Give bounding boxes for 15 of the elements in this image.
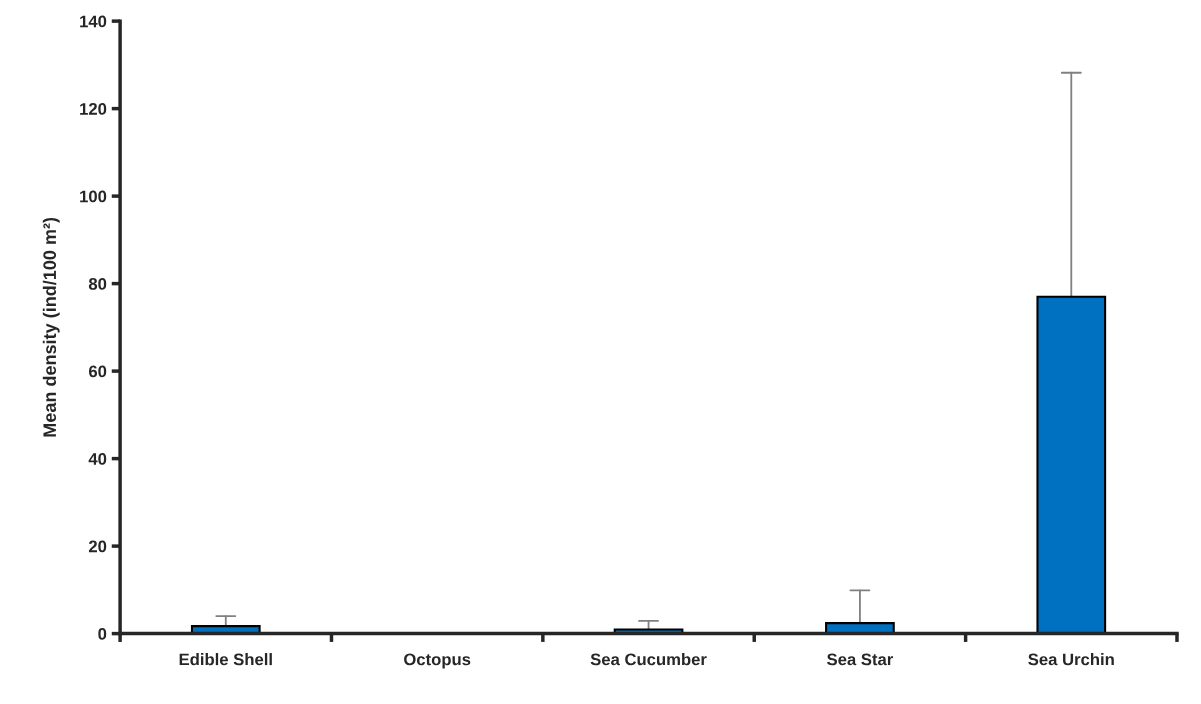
y-tick-label: 0: [98, 628, 107, 640]
y-tick-label: 40: [88, 453, 107, 465]
y-tick-label: 100: [80, 190, 107, 203]
x-tick-label: Edible Shell: [179, 653, 272, 666]
y-tick-label: 80: [88, 278, 107, 290]
y-tick-label: 20: [88, 540, 107, 553]
x-tick-label: Octopus: [404, 653, 471, 669]
y-tick-label: 60: [88, 365, 107, 378]
x-tick-label: Sea Urchin: [1028, 653, 1114, 666]
x-tick-label: Sea Cucumber: [590, 653, 707, 666]
y-axis-title: Mean density (ind/100 m²): [42, 217, 60, 437]
bar: [1036, 295, 1107, 634]
y-tick-label: 140: [80, 15, 107, 28]
x-tick-label: Sea Star: [827, 653, 894, 666]
y-tick-label: 120: [80, 103, 107, 115]
